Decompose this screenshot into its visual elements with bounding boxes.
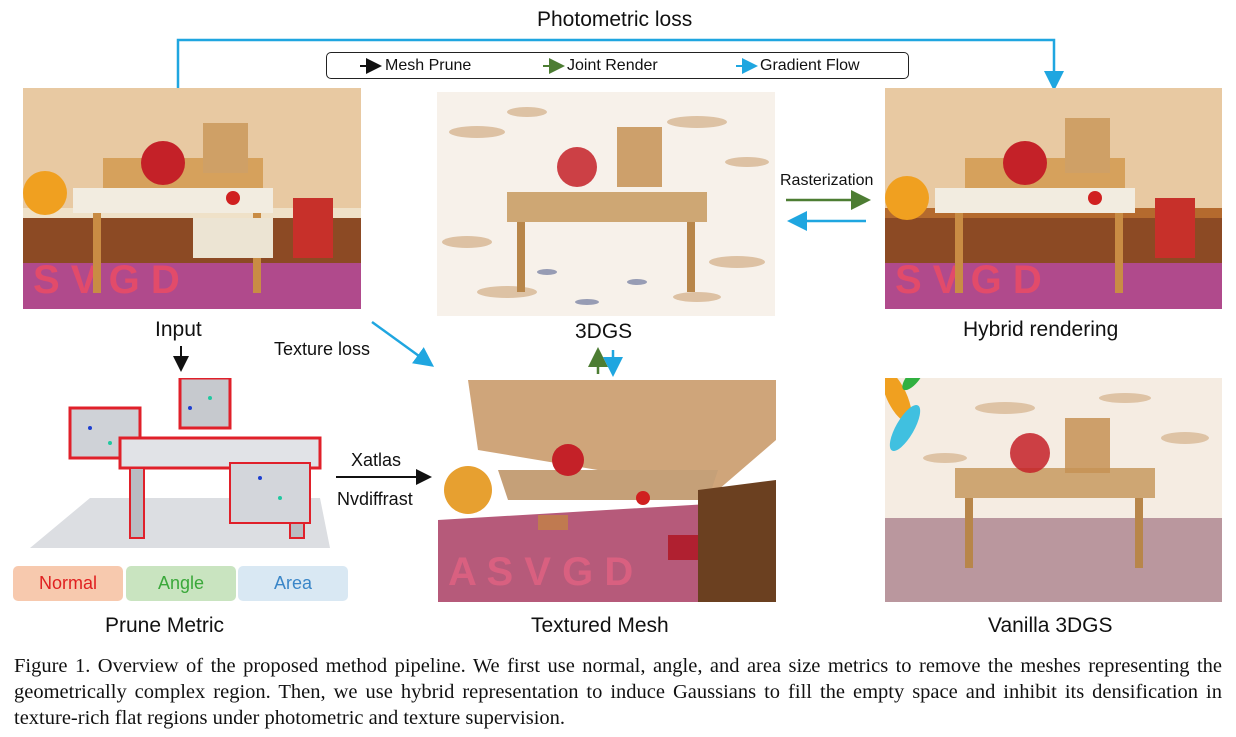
texture-loss-arrow xyxy=(371,320,435,367)
vanilla-3dgs-label: Vanilla 3DGS xyxy=(988,614,1113,637)
svg-text:A S V G D: A S V G D xyxy=(448,550,633,594)
prune-metric-label: Prune Metric xyxy=(105,614,225,637)
svg-text:S V G D: S V G D xyxy=(33,258,180,302)
xatlas-label: Xatlas xyxy=(351,450,402,470)
metric-normal: Normal xyxy=(13,566,123,601)
texture-loss-label: Texture loss xyxy=(274,339,371,359)
nvdiffrast-label: Nvdiffrast xyxy=(337,489,413,509)
3dgs-image xyxy=(437,92,775,316)
input-image: S V G D xyxy=(23,88,361,309)
input-label: Input xyxy=(155,318,202,341)
textured-mesh-image: A S V G D xyxy=(438,380,776,602)
legend: Mesh Prune Joint Render Gradient Flow xyxy=(326,52,909,79)
legend-joint-render: Joint Render xyxy=(567,57,658,74)
hybrid-rendering-image: S V G D xyxy=(885,88,1222,309)
metric-angle: Angle xyxy=(126,566,236,601)
figure-caption: Figure 1. Overview of the proposed metho… xyxy=(14,655,1222,729)
hybrid-rendering-label: Hybrid rendering xyxy=(963,318,1119,341)
metric-area: Area xyxy=(238,566,348,601)
prune-metric-image xyxy=(30,378,330,554)
rasterization-label: Rasterization xyxy=(780,172,874,189)
3dgs-label: 3DGS xyxy=(575,320,633,343)
photometric-loss-arrow xyxy=(176,38,1064,91)
legend-gradient-flow: Gradient Flow xyxy=(760,57,860,74)
textured-mesh-label: Textured Mesh xyxy=(531,614,669,637)
legend-mesh-prune: Mesh Prune xyxy=(385,57,472,74)
svg-text:S V G D: S V G D xyxy=(895,258,1042,302)
photometric-loss-label: Photometric loss xyxy=(537,8,693,31)
vanilla-3dgs-image xyxy=(885,378,1222,602)
